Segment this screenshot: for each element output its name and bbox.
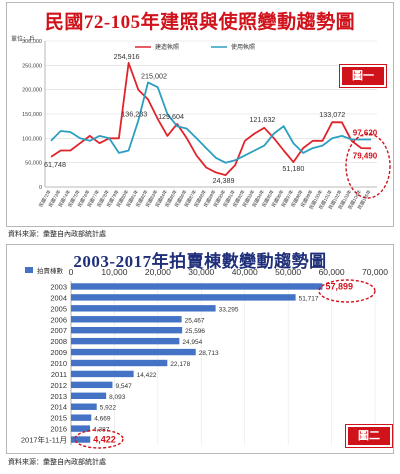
category-label: 2016 [50, 425, 67, 434]
value-label: 28,713 [199, 350, 219, 357]
value-label: 25,596 [185, 328, 205, 335]
bar [71, 425, 91, 432]
data-label: 215,002 [141, 71, 167, 80]
chart1-title: 民國72-105年建照與使照變動趨勢圖 [44, 12, 356, 33]
y-tick-label: 250,000 [22, 63, 42, 69]
auction-chart-panel: 2003-2017年拍賣棟數變動趨勢圖 拍賣棟數 0 10,000 20,000 30,… [6, 244, 394, 454]
value-label: 51,717 [299, 295, 319, 302]
y-tick-label: 200,000 [22, 88, 42, 94]
value-label: 4,387 [93, 427, 110, 434]
x-tick-label: 10,000 [101, 267, 127, 277]
category-label: 2006 [50, 315, 67, 324]
chart2-title: 2003-2017年拍賣棟數變動趨勢圖 [73, 252, 327, 271]
bar [71, 403, 97, 410]
bar [71, 337, 180, 345]
category-label: 2004 [50, 293, 67, 302]
series-line-1 [50, 62, 372, 177]
data-label: 97,620 [353, 128, 378, 137]
data-label: 129,604 [158, 112, 184, 121]
highlight-circle [318, 279, 376, 303]
chart1-source: 資料來源：彙整自內政部統計處 [8, 231, 106, 238]
category-label: 2015 [50, 414, 67, 423]
bar [71, 283, 323, 290]
category-label: 2011 [51, 370, 67, 379]
value-label: 5,922 [100, 405, 117, 412]
category-label: 2013 [50, 392, 67, 401]
x-tick-label: 0 [69, 267, 74, 277]
line-chart: 單位：戶 0 50,000 100,000 150,000 200,000 250,000 3… [11, 35, 391, 211]
data-label: 136,233 [121, 110, 147, 119]
y-tick-label: 300,000 [22, 39, 42, 45]
value-label: 57,899 [325, 281, 353, 291]
y-tick-label: 100,000 [22, 136, 42, 142]
legend-swatch [25, 267, 33, 273]
legend-label: 建造執照 [155, 43, 179, 51]
bar-chart: 拍賣棟數 0 10,000 20,000 30,000 40,000 50,000 60,00… [21, 266, 388, 449]
category-label: 2005 [50, 304, 67, 313]
value-label: 14,422 [137, 372, 157, 379]
y-tick-label: 50,000 [25, 161, 42, 167]
chart2-source: 資料來源：彙整自內政部統計處 [8, 459, 106, 466]
figure1-badge: 圖一 [340, 65, 386, 87]
x-tick-label: 70,000 [362, 267, 388, 277]
x-tick-label: 20,000 [145, 267, 171, 277]
category-label: 2009 [50, 348, 67, 357]
category-label: 2007 [50, 326, 67, 335]
value-label: 22,178 [170, 361, 190, 368]
value-label: 9,547 [115, 383, 132, 390]
data-label: 121,632 [249, 115, 275, 124]
bar [71, 294, 296, 301]
data-label: 254,916 [114, 52, 140, 61]
bar [71, 316, 182, 323]
category-label: 2017年1-11月 [21, 435, 67, 445]
category-label: 2008 [50, 337, 67, 346]
data-label: 79,490 [353, 151, 378, 160]
bar [71, 348, 196, 356]
value-label: 4,669 [94, 416, 111, 423]
bar [71, 359, 168, 367]
y-unit-label: 單位：戶 [11, 35, 35, 43]
figure2-badge: 圖二 [346, 425, 392, 447]
data-label: 61,748 [44, 160, 66, 169]
x-tick-label: 50,000 [275, 267, 301, 277]
value-label: 25,467 [185, 317, 205, 324]
data-label: 24,389 [213, 176, 235, 185]
category-label: 2003 [50, 282, 67, 291]
series-line-2 [50, 81, 371, 164]
x-tick-label: 30,000 [188, 267, 214, 277]
y-tick-label: 0 [39, 185, 42, 191]
value-label: 33,295 [219, 306, 239, 313]
bar [71, 414, 92, 421]
y-tick-label: 150,000 [22, 112, 42, 118]
category-label: 2014 [50, 403, 67, 412]
x-tick-label: 40,000 [232, 267, 258, 277]
data-label: 133,072 [319, 110, 345, 119]
bar [71, 381, 113, 389]
highlight-circle [74, 429, 124, 449]
highlight-circle [345, 133, 391, 199]
value-label: 24,954 [182, 339, 202, 346]
legend-label: 拍賣棟數 [37, 266, 64, 275]
category-label: 2012 [50, 381, 67, 390]
category-label: 2010 [50, 359, 67, 368]
x-tick-label: 60,000 [319, 267, 345, 277]
bar [71, 305, 216, 312]
value-label: 8,093 [109, 394, 126, 401]
data-label: 51,180 [282, 164, 304, 173]
legend-label: 使用執照 [231, 43, 255, 51]
construction-permit-chart-panel: 民國72-105年建照與使照變動趨勢圖 單位：戶 0 50,000 100,000 15… [6, 2, 394, 227]
value-label: 4,422 [93, 435, 116, 445]
bar [71, 392, 107, 399]
bar [71, 436, 91, 443]
bar [71, 327, 183, 334]
bar [71, 370, 134, 378]
